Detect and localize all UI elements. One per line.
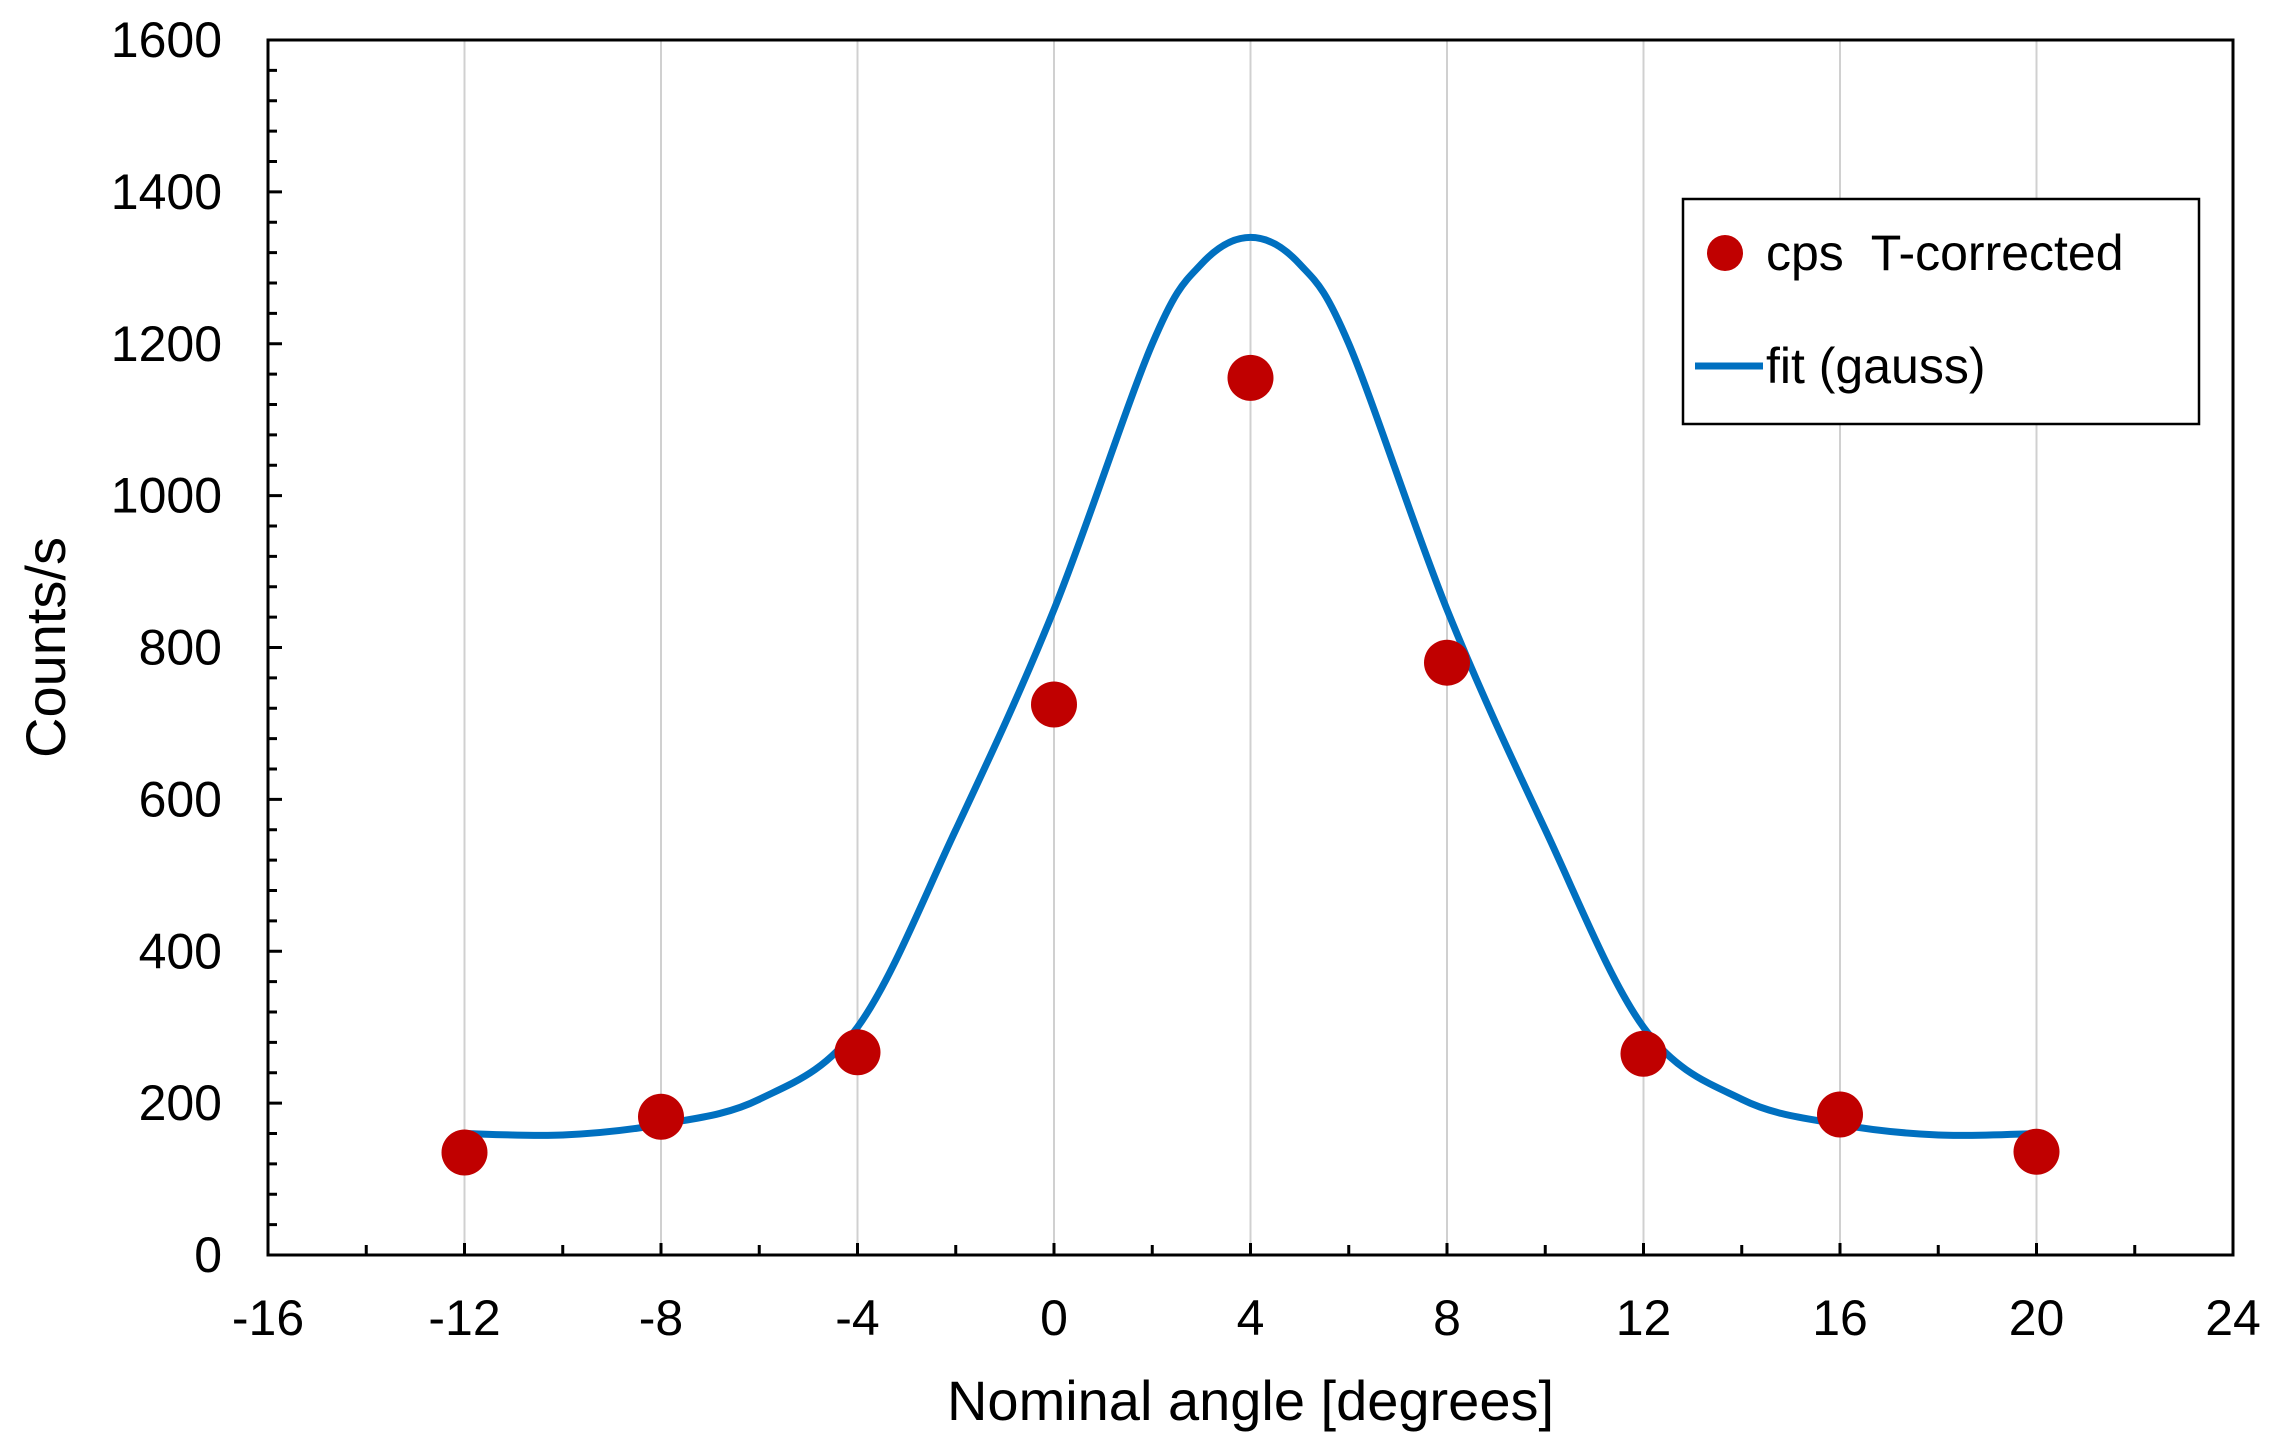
x-tick-label: -4 (835, 1290, 879, 1346)
fit-series (461, 233, 2040, 1139)
y-tick-label: 200 (139, 1075, 222, 1131)
minor-ticks (266, 38, 2235, 1257)
scatter-series (441, 354, 2060, 1176)
data-point (834, 1029, 881, 1076)
legend-box (1681, 197, 2201, 426)
data-point (2013, 1128, 2060, 1175)
x-tick-label: 24 (2205, 1290, 2261, 1346)
plot-area-frame (266, 38, 2235, 1257)
x-tick-label: 20 (2009, 1290, 2065, 1346)
y-tick-labels: 0 200 400 600 800 1000 1200 1400 1600 (111, 12, 222, 1283)
data-point (1424, 639, 1470, 686)
data-point (1817, 1091, 1863, 1138)
legend-label-scatter: cps T-corrected (1766, 225, 2124, 281)
legend-label-fit: fit (gauss) (1766, 338, 1986, 394)
y-tick-label: 600 (139, 771, 222, 827)
data-point (441, 1129, 488, 1176)
x-tick-label: 4 (1237, 1290, 1265, 1346)
y-axis-title: Counts/s (14, 537, 77, 758)
legend-marker-scatter (1707, 235, 1743, 271)
x-tick-label: -8 (639, 1290, 683, 1346)
legend: cps T-corrected fit (gauss) (1681, 197, 2201, 426)
data-point (1227, 354, 1274, 401)
x-tick-labels: -16 -12 -8 -4 0 4 8 12 16 20 24 (232, 1290, 2261, 1346)
x-tick-label: 12 (1616, 1290, 1672, 1346)
x-tick-label: -12 (428, 1290, 500, 1346)
x-tick-label: -16 (232, 1290, 304, 1346)
y-tick-label: 400 (139, 923, 222, 979)
fit-line (461, 233, 2040, 1139)
data-point (1620, 1030, 1667, 1077)
y-tick-label: 800 (139, 620, 222, 676)
x-tick-label: 16 (1812, 1290, 1868, 1346)
data-point (638, 1093, 684, 1140)
y-tick-label: 0 (194, 1227, 222, 1283)
y-tick-label: 1200 (111, 316, 222, 372)
x-tick-label: 0 (1040, 1290, 1068, 1346)
x-tick-label: 8 (1433, 1290, 1461, 1346)
data-point (1031, 681, 1077, 728)
y-tick-label: 1600 (111, 12, 222, 68)
y-tick-label: 1000 (111, 468, 222, 524)
y-tick-label: 1400 (111, 164, 222, 220)
x-axis-title: Nominal angle [degrees] (947, 1369, 1554, 1432)
